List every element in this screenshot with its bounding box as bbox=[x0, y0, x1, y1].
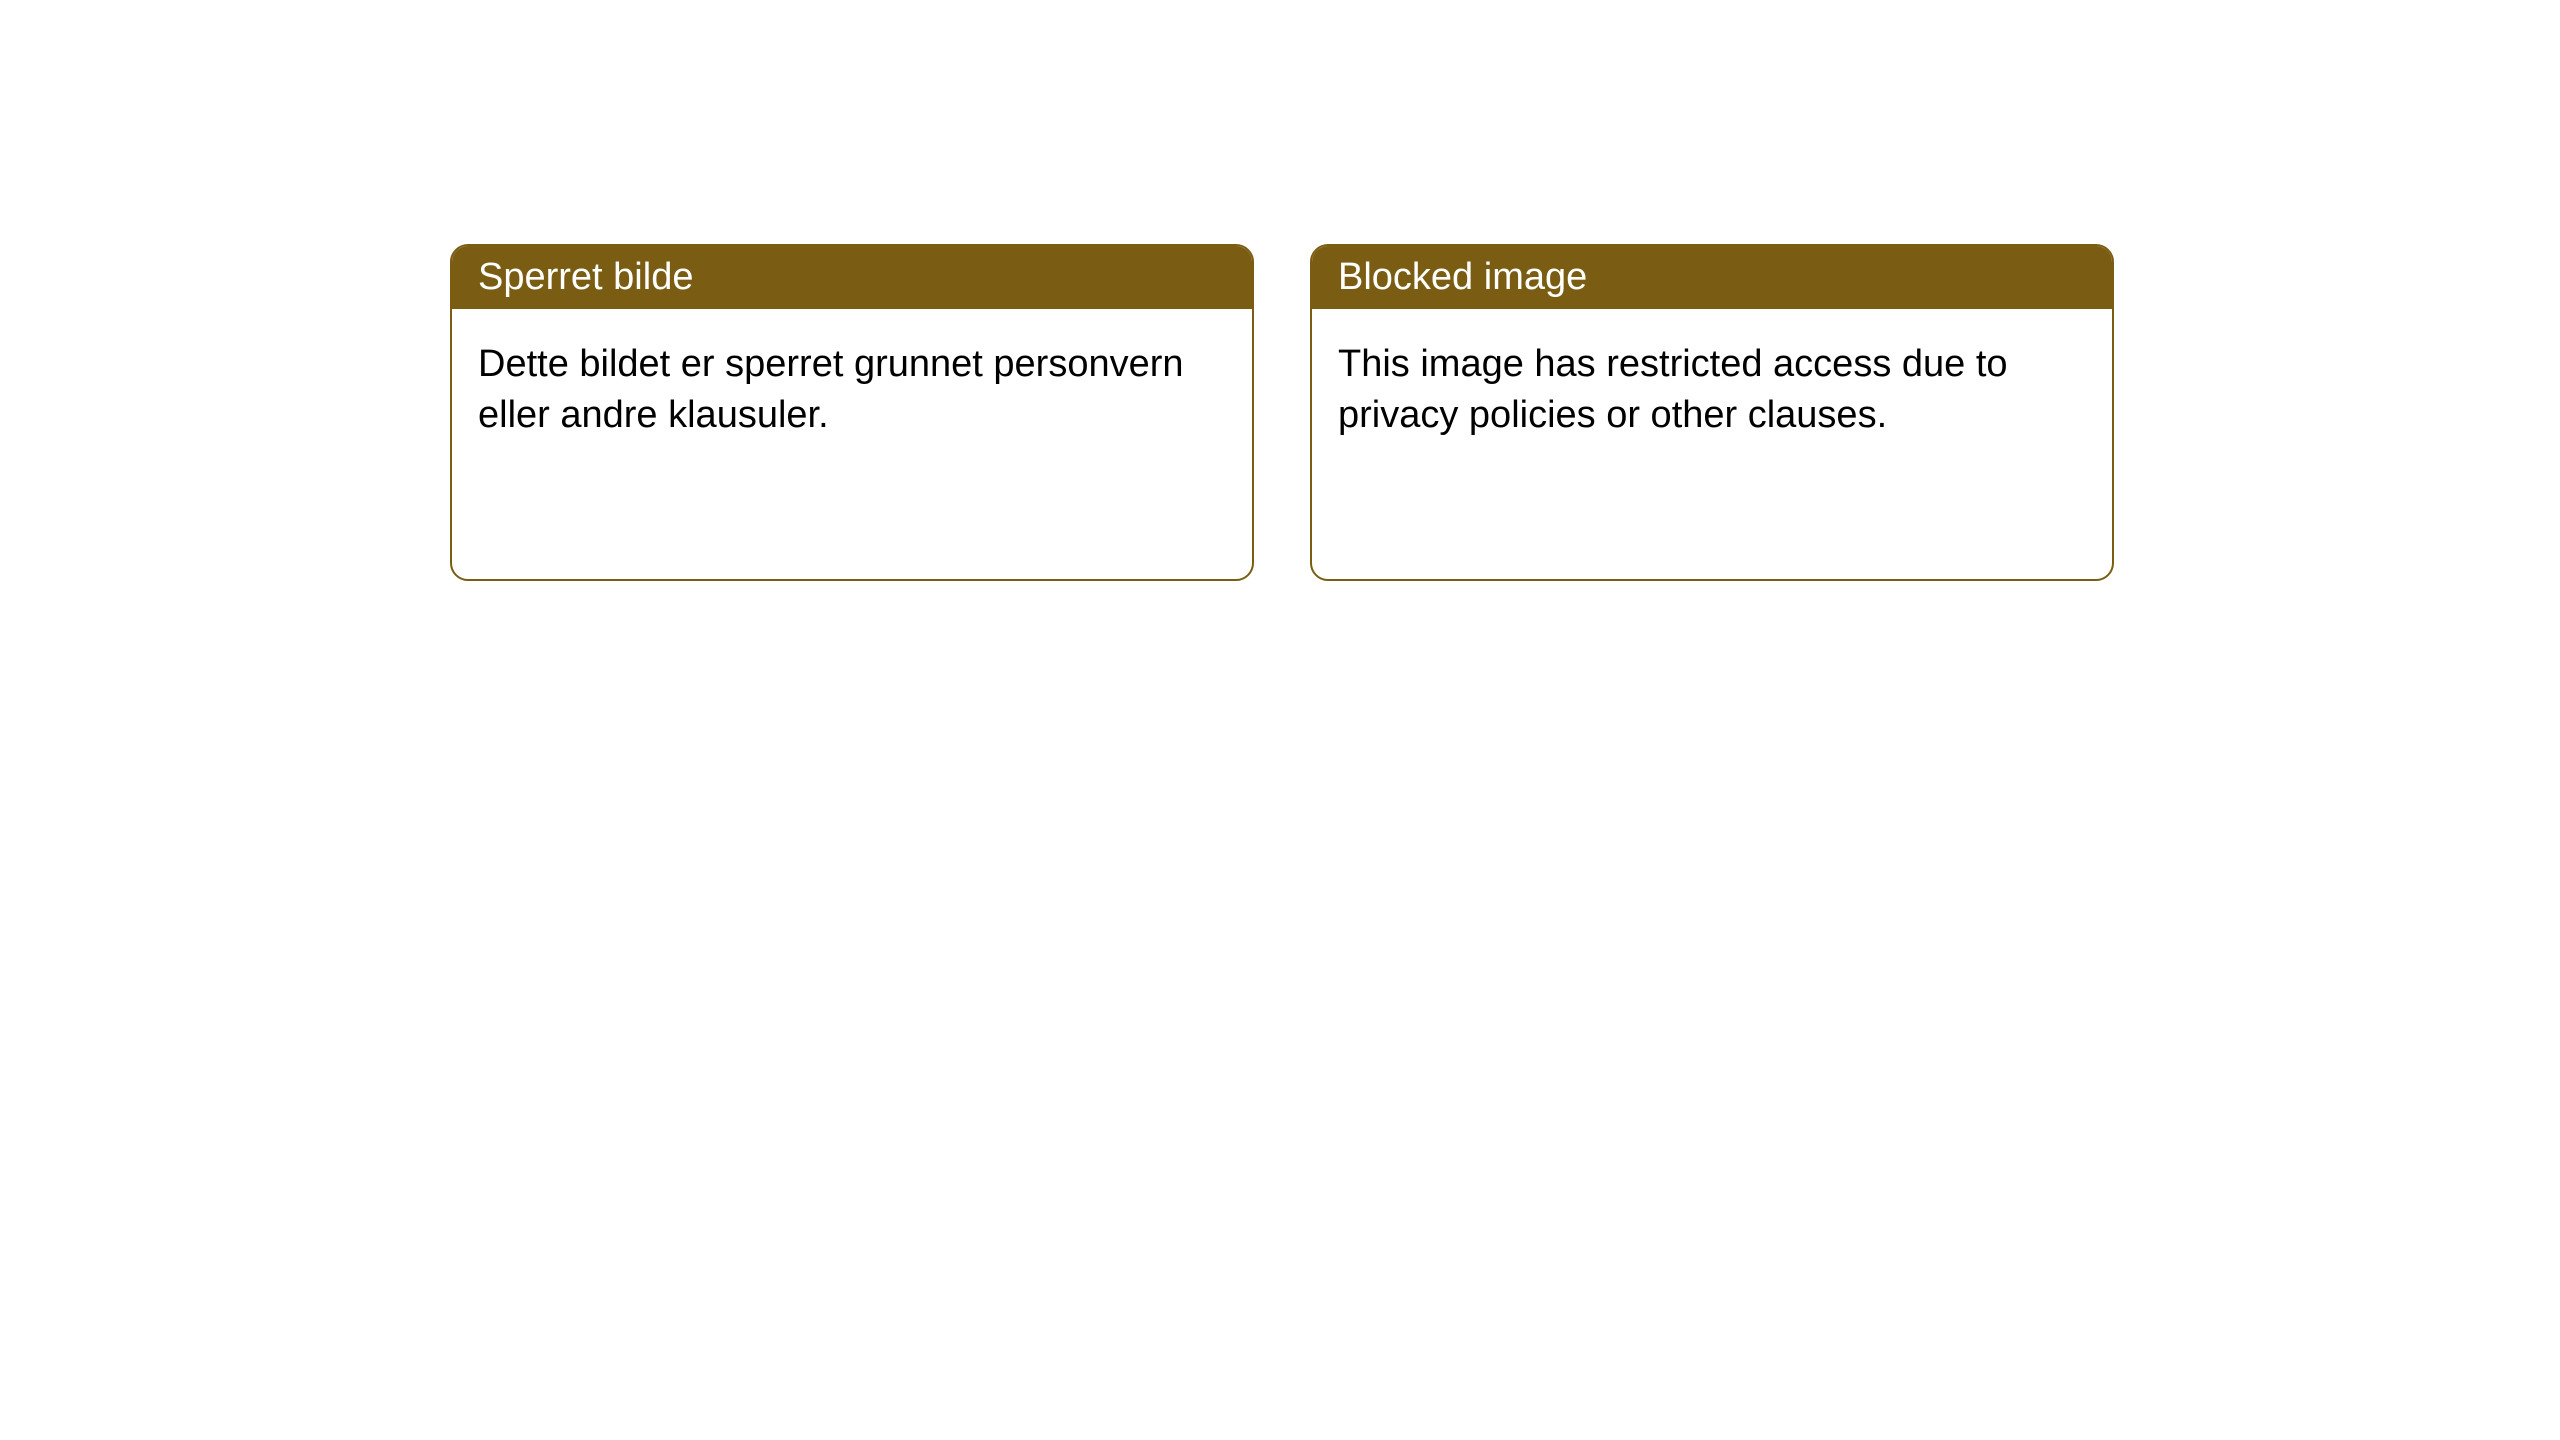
notice-body-en: This image has restricted access due to … bbox=[1312, 309, 2112, 579]
notice-card-en: Blocked image This image has restricted … bbox=[1310, 244, 2114, 581]
notice-header-en: Blocked image bbox=[1312, 246, 2112, 309]
notice-container: Sperret bilde Dette bildet er sperret gr… bbox=[0, 0, 2560, 581]
notice-title-no: Sperret bilde bbox=[478, 256, 693, 298]
notice-header-no: Sperret bilde bbox=[452, 246, 1252, 309]
notice-text-en: This image has restricted access due to … bbox=[1338, 343, 2008, 436]
notice-body-no: Dette bildet er sperret grunnet personve… bbox=[452, 309, 1252, 579]
notice-text-no: Dette bildet er sperret grunnet personve… bbox=[478, 343, 1184, 436]
notice-title-en: Blocked image bbox=[1338, 256, 1587, 298]
notice-card-no: Sperret bilde Dette bildet er sperret gr… bbox=[450, 244, 1254, 581]
